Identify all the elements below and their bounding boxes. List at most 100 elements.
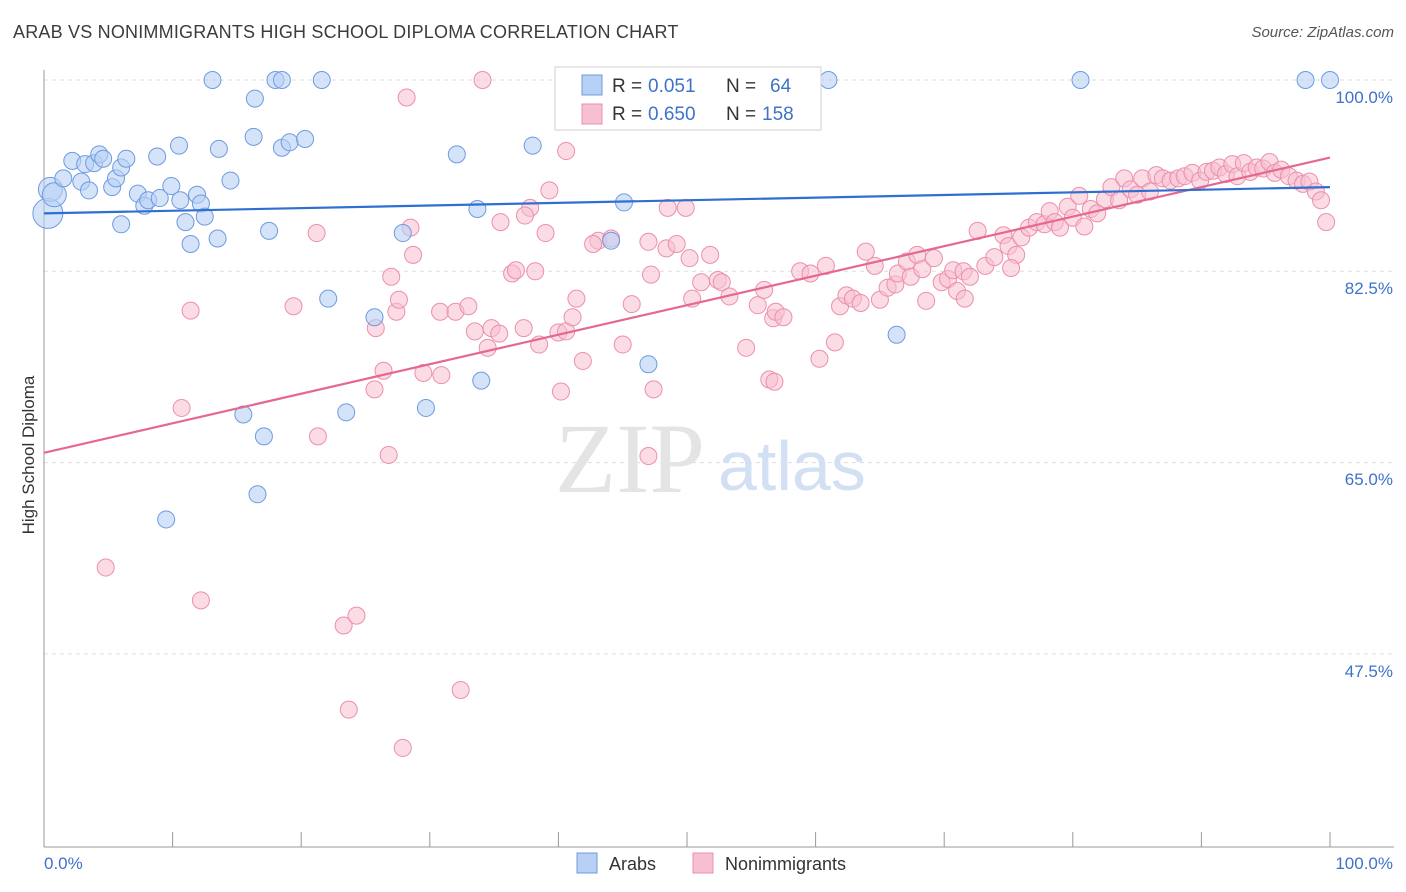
data-point-nonimmigrants xyxy=(506,261,525,280)
data-point-nonimmigrants xyxy=(465,322,484,341)
data-point-nonimmigrants xyxy=(191,591,210,610)
data-point-nonimmigrants xyxy=(658,198,677,217)
legend: R = 0.051 N = 64 R = 0.650 N = 158 xyxy=(554,66,822,131)
data-point-nonimmigrants xyxy=(712,273,731,292)
data-point-arabs xyxy=(1321,71,1339,89)
data-point-nonimmigrants xyxy=(414,363,433,382)
data-point-nonimmigrants xyxy=(924,249,943,268)
data-point-nonimmigrants xyxy=(551,382,570,401)
data-point-nonimmigrants xyxy=(347,606,366,625)
data-point-nonimmigrants xyxy=(490,324,509,343)
bottom-legend: Arabs Nonimmigrants xyxy=(576,852,846,874)
data-point-arabs xyxy=(112,215,131,234)
watermark: ZIP atlas xyxy=(555,403,866,514)
data-point-arabs xyxy=(468,199,487,218)
data-point-arabs xyxy=(365,308,384,327)
trend-line-arabs xyxy=(43,186,1331,215)
data-point-arabs xyxy=(41,182,67,208)
data-point-arabs xyxy=(244,127,263,146)
data-point-arabs xyxy=(887,325,906,344)
data-point-nonimmigrants xyxy=(676,198,695,217)
data-point-arabs xyxy=(416,398,435,417)
legend-swatch-arabs xyxy=(581,74,603,96)
data-point-nonimmigrants xyxy=(584,234,603,253)
data-point-nonimmigrants xyxy=(334,616,353,635)
data-point-nonimmigrants xyxy=(1002,259,1021,278)
data-point-arabs xyxy=(639,355,658,374)
data-point-nonimmigrants xyxy=(308,427,327,446)
data-point-nonimmigrants xyxy=(692,273,711,292)
data-point-nonimmigrants xyxy=(913,260,932,279)
data-point-arabs xyxy=(254,427,273,446)
data-point-nonimmigrants xyxy=(639,232,658,251)
data-point-arabs xyxy=(602,231,621,250)
data-point-arabs xyxy=(312,71,331,89)
data-point-nonimmigrants xyxy=(613,335,632,354)
bottom-legend-swatch-nonimmigrants xyxy=(692,852,714,874)
data-point-nonimmigrants xyxy=(181,301,200,320)
data-point-nonimmigrants xyxy=(540,181,559,200)
legend-swatch-nonimmigrants xyxy=(581,103,603,125)
data-point-nonimmigrants xyxy=(339,700,358,719)
data-point-nonimmigrants xyxy=(473,71,492,89)
data-point-nonimmigrants xyxy=(955,289,974,308)
data-point-nonimmigrants xyxy=(825,333,844,352)
data-point-arabs xyxy=(221,171,240,190)
data-point-nonimmigrants xyxy=(284,297,303,316)
data-point-arabs xyxy=(337,403,356,422)
data-point-arabs xyxy=(280,133,299,152)
data-point-nonimmigrants xyxy=(382,267,401,286)
data-point-arabs xyxy=(245,89,264,108)
data-point-arabs xyxy=(148,147,167,166)
data-point-nonimmigrants xyxy=(431,302,450,321)
data-point-nonimmigrants xyxy=(737,338,756,357)
x-ticks xyxy=(43,832,1331,847)
data-point-nonimmigrants xyxy=(557,142,576,161)
legend-n-value: 158 xyxy=(762,104,794,125)
data-point-nonimmigrants xyxy=(307,224,326,243)
data-point-nonimmigrants xyxy=(856,242,875,261)
data-point-arabs xyxy=(181,234,200,253)
bottom-legend-swatch-arabs xyxy=(576,852,598,874)
data-point-nonimmigrants xyxy=(172,398,191,417)
data-point-arabs xyxy=(523,136,542,155)
y-axis-label: High School Diploma xyxy=(19,375,38,534)
data-point-nonimmigrants xyxy=(639,447,658,466)
data-point-nonimmigrants xyxy=(526,262,545,281)
data-point-nonimmigrants xyxy=(96,558,115,577)
data-point-nonimmigrants xyxy=(389,290,408,309)
legend-n-value: 64 xyxy=(770,76,792,97)
data-point-nonimmigrants xyxy=(491,213,510,232)
data-point-nonimmigrants xyxy=(573,351,592,370)
data-point-arabs xyxy=(393,224,412,243)
data-point-nonimmigrants xyxy=(393,738,412,757)
data-point-nonimmigrants xyxy=(701,245,720,264)
data-point-arabs xyxy=(94,149,113,168)
data-point-nonimmigrants xyxy=(680,249,699,268)
watermark-zip: ZIP xyxy=(555,403,705,514)
data-point-nonimmigrants xyxy=(365,380,384,399)
data-point-nonimmigrants xyxy=(774,308,793,327)
series-nonimmigrants xyxy=(96,71,1336,757)
data-point-nonimmigrants xyxy=(515,206,534,225)
trend-line-nonimmigrants xyxy=(43,156,1331,454)
data-point-arabs xyxy=(203,71,222,89)
data-point-arabs xyxy=(819,71,838,89)
data-point-nonimmigrants xyxy=(810,349,829,368)
data-point-nonimmigrants xyxy=(563,308,582,327)
chart-source: Source: ZipAtlas.com xyxy=(1251,24,1394,41)
data-point-arabs xyxy=(170,136,189,155)
y-tick-label: 82.5% xyxy=(1345,279,1393,298)
data-point-nonimmigrants xyxy=(1317,213,1336,232)
data-point-nonimmigrants xyxy=(801,264,820,283)
x-tick-label-start: 0.0% xyxy=(44,854,83,873)
y-tick-label: 100.0% xyxy=(1335,88,1393,107)
data-point-nonimmigrants xyxy=(1311,191,1330,210)
legend-r-value: 0.650 xyxy=(648,104,696,125)
y-tick-label: 65.0% xyxy=(1345,470,1393,489)
data-point-arabs xyxy=(117,149,136,168)
data-point-nonimmigrants xyxy=(917,291,936,310)
trend-lines xyxy=(43,156,1331,454)
data-point-arabs xyxy=(54,169,73,188)
data-point-nonimmigrants xyxy=(514,319,533,338)
